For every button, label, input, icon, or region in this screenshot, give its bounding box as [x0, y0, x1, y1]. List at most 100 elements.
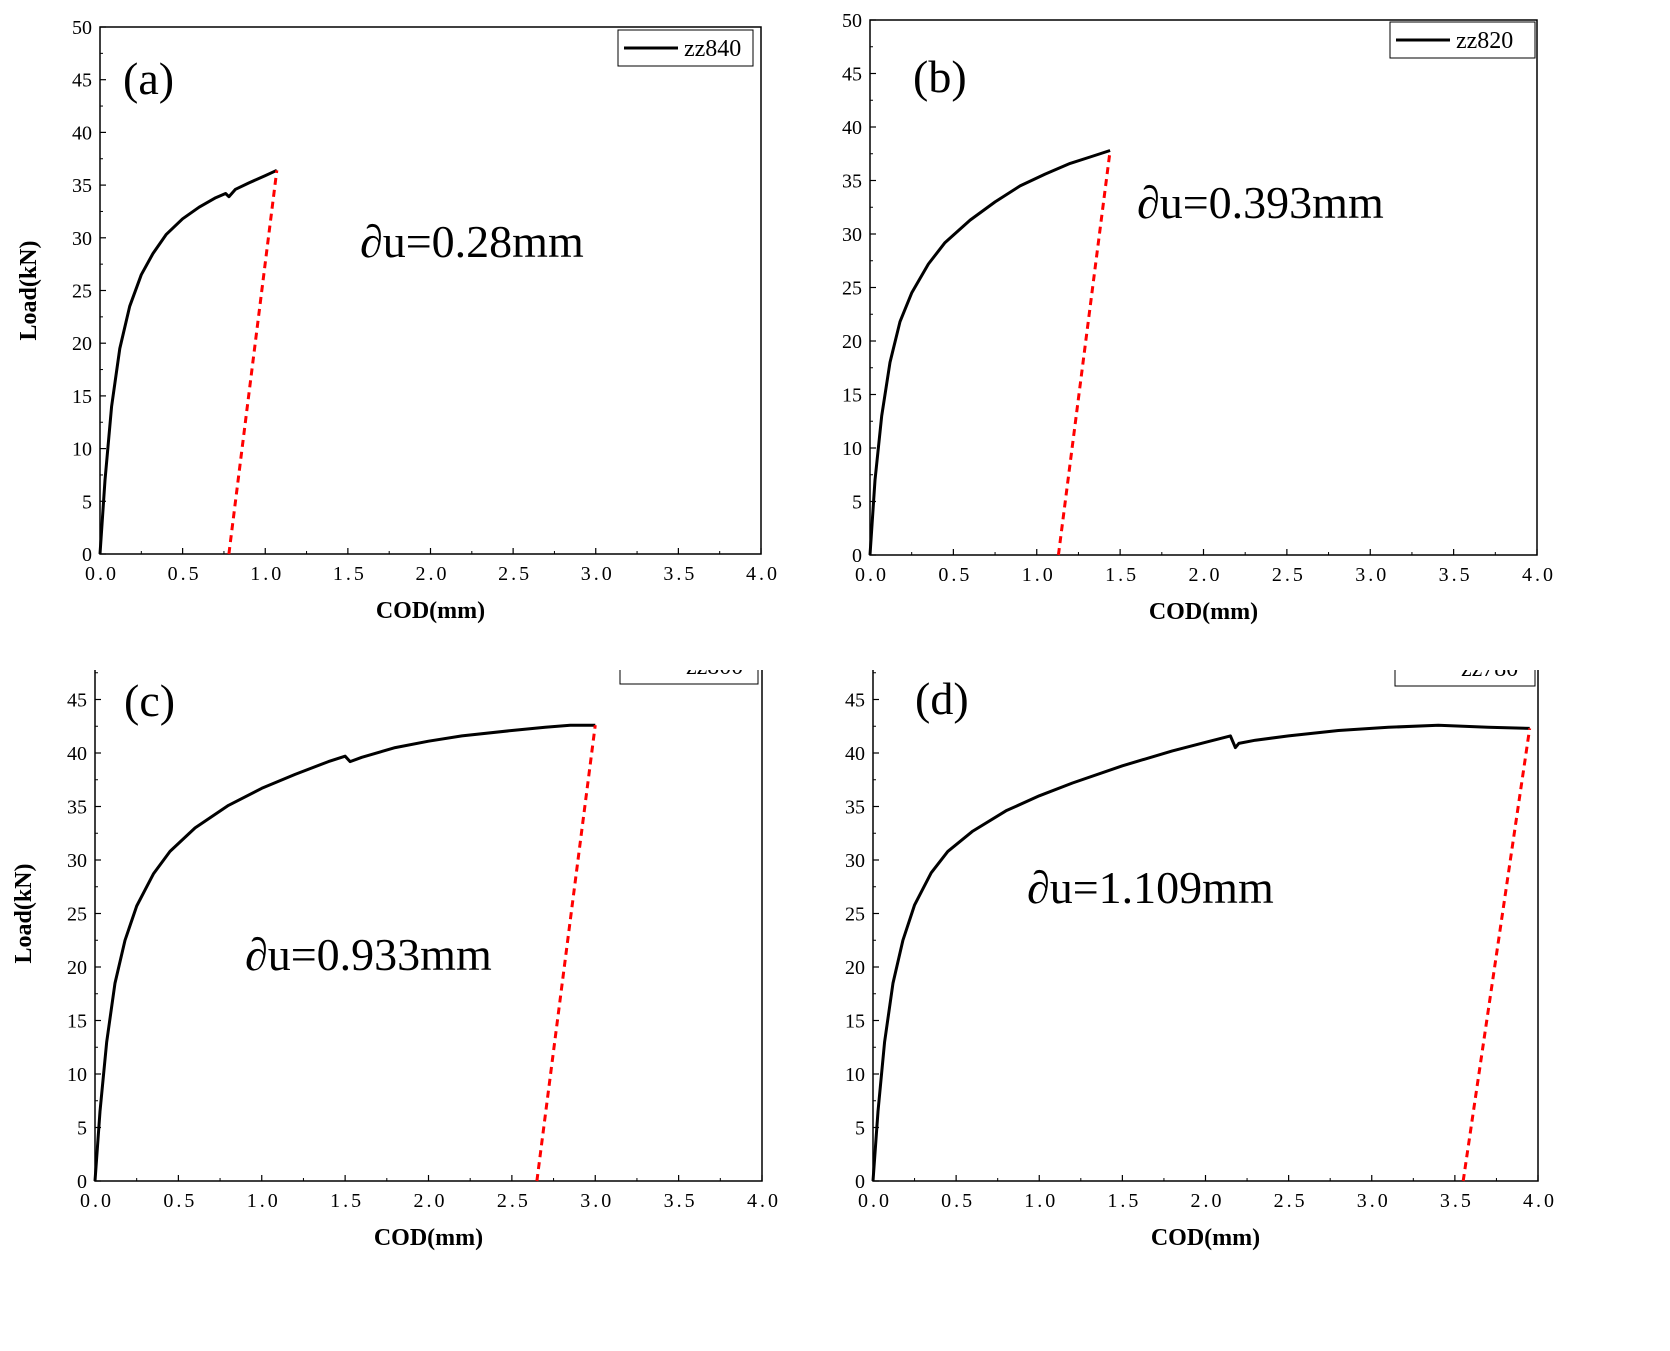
series-line-zz820 — [868, 149, 1111, 556]
y-tick-label: 5 — [852, 492, 862, 514]
x-tick-label: 3.5 — [664, 1190, 698, 1212]
panel-label: (d) — [915, 673, 969, 724]
y-tick-label: 15 — [67, 1011, 87, 1033]
y-tick-label: 30 — [842, 224, 862, 246]
legend-label: zz800 — [686, 670, 743, 680]
x-tick-label: 0.0 — [85, 563, 119, 585]
panel-label: (b) — [913, 51, 967, 102]
panel-label: (c) — [124, 675, 175, 726]
x-tick-label: 4.0 — [1523, 1190, 1557, 1212]
y-tick-label: 20 — [845, 957, 865, 979]
x-tick-label: 4.0 — [1522, 564, 1556, 586]
x-tick-label: 4.0 — [746, 563, 780, 585]
x-tick-label: 2.5 — [497, 1190, 531, 1212]
y-tick-label: 10 — [845, 1064, 865, 1086]
unloading-line — [1461, 728, 1532, 1182]
legend-box — [619, 670, 759, 685]
y-tick-label: 15 — [845, 1011, 865, 1033]
plot-frame — [99, 26, 762, 555]
unloading-line — [1056, 150, 1112, 556]
x-tick-label: 3.5 — [663, 563, 697, 585]
plot-frame — [869, 19, 1538, 556]
y-tick-label: 45 — [67, 690, 87, 712]
y-axis-title: Load(kN) — [16, 240, 42, 340]
x-tick-label: 1.5 — [1107, 1190, 1141, 1212]
y-tick-label: 45 — [72, 70, 92, 92]
x-tick-label: 3.5 — [1439, 564, 1473, 586]
y-tick-label: 25 — [842, 278, 862, 300]
chart-panel-a: 0.0 0.5 1.0 1.5 2.0 2.5 3.0 3.5 4.0 0 5 10 15 20 25 30 3… — [16, 17, 780, 624]
x-tick-label: 2.0 — [414, 1190, 448, 1212]
legend-label: zz840 — [684, 36, 741, 62]
annotation: ∂u=0.28mm — [360, 216, 584, 267]
y-tick-label: 15 — [842, 385, 862, 407]
annotation: ∂u=1.109mm — [1027, 862, 1274, 913]
unloading-line — [535, 724, 597, 1182]
y-tick-label: 45 — [845, 690, 865, 712]
y-tick-label: 30 — [845, 850, 865, 872]
y-tick-label: 40 — [842, 117, 862, 139]
legend-label: zz780 — [1461, 670, 1518, 682]
y-tick-label: 35 — [845, 797, 865, 819]
x-tick-label: 0.0 — [80, 1190, 114, 1212]
x-tick-label: 0.5 — [941, 1190, 975, 1212]
x-tick-label: 0.5 — [168, 563, 202, 585]
y-tick-label: 35 — [842, 171, 862, 193]
y-tick-label: 25 — [845, 904, 865, 926]
plot-frame — [872, 670, 1539, 1182]
y-tick-label: 0 — [77, 1171, 87, 1193]
x-tick-label: 3.0 — [581, 563, 615, 585]
x-axis-title: COD(mm) — [374, 1225, 483, 1251]
unloading-line — [227, 170, 279, 555]
y-tick-label: 15 — [72, 386, 92, 408]
chart-panel-c: 0.0 0.5 1.0 1.5 2.0 2.5 3.0 3.5 4.0 0 5 10 15 20 25 30 3… — [11, 670, 778, 1251]
y-tick-label: 30 — [67, 850, 87, 872]
annotation: ∂u=0.933mm — [245, 929, 492, 980]
y-tick-label: 50 — [842, 10, 862, 32]
y-tick-label: 40 — [845, 743, 865, 765]
y-tick-label: 5 — [77, 1118, 87, 1140]
y-tick-label: 10 — [72, 439, 92, 461]
y-tick-label: 20 — [72, 333, 92, 355]
y-tick-label: 5 — [855, 1118, 865, 1140]
y-tick-label: 20 — [67, 957, 87, 979]
x-tick-label: 2.0 — [1189, 564, 1223, 586]
x-tick-label: 0.5 — [163, 1190, 197, 1212]
y-tick-label: 35 — [67, 797, 87, 819]
x-tick-label: 0.0 — [855, 564, 889, 586]
series-line-zz800 — [93, 723, 596, 1182]
x-tick-label: 0.0 — [858, 1190, 892, 1212]
y-tick-label: 0 — [82, 544, 92, 566]
x-tick-label: 2.0 — [416, 563, 450, 585]
series-line-zz840 — [98, 168, 278, 555]
x-tick-label: 1.0 — [1024, 1190, 1058, 1212]
x-tick-label: 3.0 — [1355, 564, 1389, 586]
chart-panel-d: 0.0 0.5 1.0 1.5 2.0 2.5 3.0 3.5 4.0 0 5 10 15 20 25 30 3… — [845, 670, 1557, 1251]
x-tick-label: 2.5 — [498, 563, 532, 585]
annotation: ∂u=0.393mm — [1137, 177, 1384, 228]
x-tick-label: 2.0 — [1191, 1190, 1225, 1212]
x-tick-label: 3.0 — [1357, 1190, 1391, 1212]
x-axis-title: COD(mm) — [1149, 599, 1258, 625]
panel-label: (a) — [123, 53, 174, 104]
chart-panel-b: 0.0 0.5 1.0 1.5 2.0 2.5 3.0 3.5 4.0 0 5 10 15 20 25 30 3… — [842, 10, 1556, 625]
y-axis-title: Load(kN) — [11, 863, 37, 963]
y-tick-label: 30 — [72, 228, 92, 250]
y-tick-label: 40 — [67, 743, 87, 765]
x-tick-label: 1.5 — [330, 1190, 364, 1212]
x-axis-title: COD(mm) — [376, 598, 485, 624]
y-tick-label: 25 — [72, 281, 92, 303]
y-tick-label: 40 — [72, 122, 92, 144]
x-tick-label: 1.5 — [1105, 564, 1139, 586]
x-tick-label: 1.5 — [333, 563, 367, 585]
x-tick-label: 2.5 — [1272, 564, 1306, 586]
y-tick-label: 5 — [82, 491, 92, 513]
x-axis-title: COD(mm) — [1151, 1225, 1260, 1251]
x-tick-label: 0.5 — [938, 564, 972, 586]
y-tick-label: 10 — [67, 1064, 87, 1086]
series-line-zz780 — [871, 723, 1530, 1182]
legend-box — [1394, 670, 1536, 687]
x-tick-label: 1.0 — [1022, 564, 1056, 586]
x-tick-label: 1.0 — [247, 1190, 281, 1212]
y-tick-label: 0 — [852, 545, 862, 567]
